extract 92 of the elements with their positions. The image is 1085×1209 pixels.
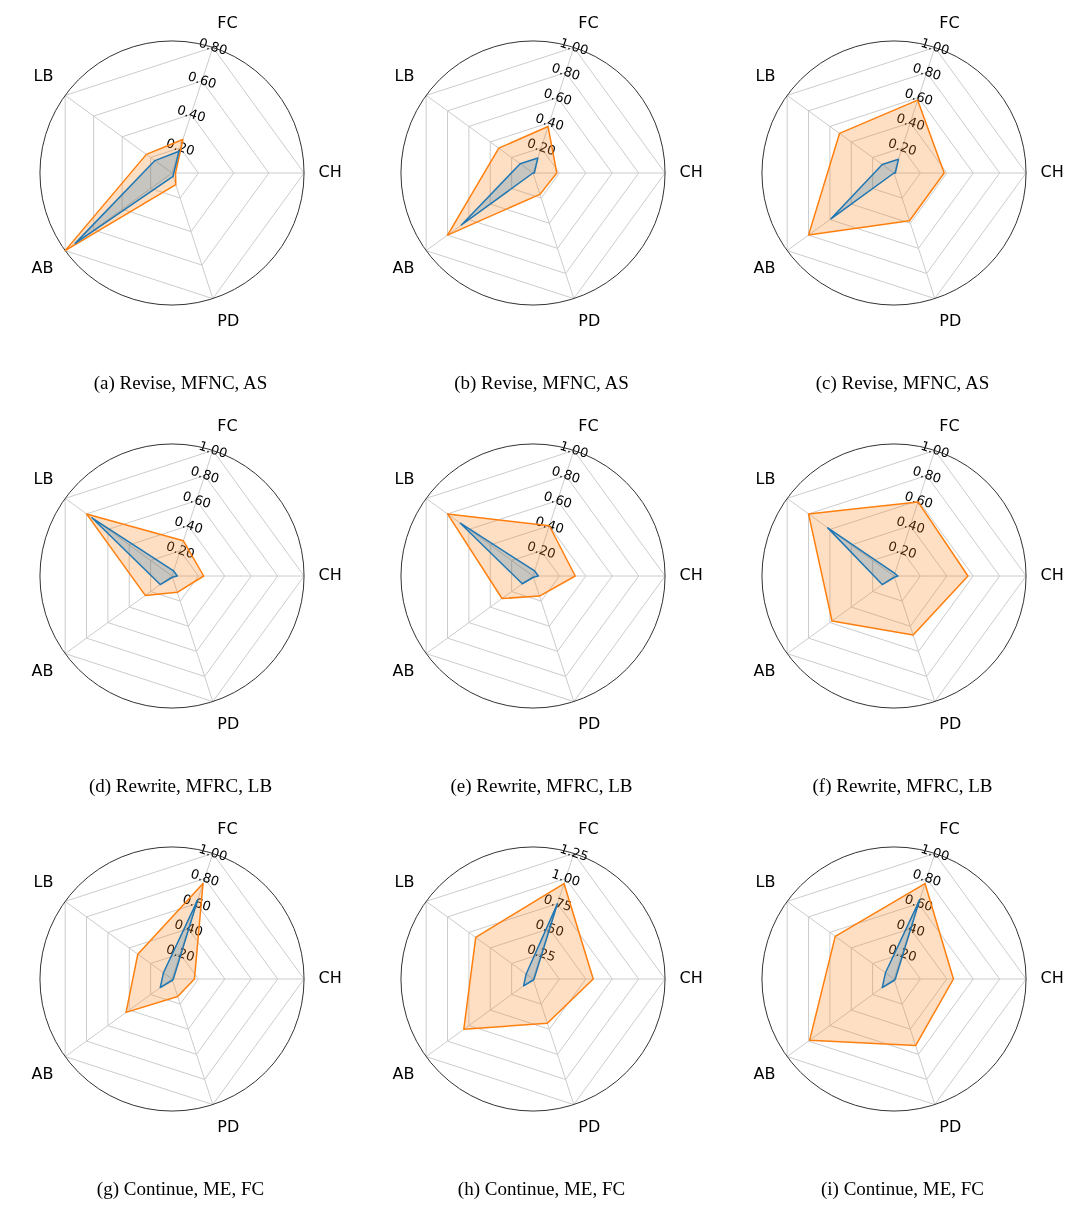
y-tick-label: 0.50 — [533, 916, 566, 940]
spoke-label: CH — [318, 162, 342, 182]
y-tick-label: 0.80 — [910, 59, 944, 84]
y-tick-label: 0.60 — [541, 84, 574, 109]
y-tick-label: 0.60 — [902, 84, 935, 109]
y-tick-label: 0.80 — [549, 59, 583, 84]
y-tick-label: 0.80 — [188, 865, 222, 890]
spoke-label: AB — [31, 660, 54, 680]
spoke-label: CH — [679, 968, 703, 988]
y-tick-label: 0.40 — [172, 513, 205, 537]
y-tick-label: 0.80 — [549, 462, 583, 487]
spoke-label: PD — [578, 311, 601, 331]
y-tick-label: 0.20 — [886, 135, 919, 159]
y-tick-label: 1.00 — [919, 840, 952, 864]
y-tick-label: 0.80 — [910, 865, 944, 890]
y-tick-label: 0.80 — [188, 462, 222, 487]
spoke-label: LB — [33, 872, 54, 892]
y-tick-label: 0.60 — [186, 68, 219, 92]
y-tick-label: 1.00 — [197, 840, 230, 864]
y-tick-label: 0.20 — [886, 538, 919, 562]
spoke-label: PD — [217, 311, 240, 331]
spoke-label: FC — [217, 416, 238, 436]
spoke-label: PD — [217, 714, 240, 734]
spoke-label: FC — [217, 819, 238, 839]
text: (g) Continue, ME, FC — [96, 1177, 265, 1200]
text: (f) Rewrite, MFRC, LB — [812, 774, 993, 797]
spoke-label: LB — [33, 66, 54, 86]
spoke-label: CH — [679, 565, 703, 585]
spoke-label: FC — [939, 13, 960, 33]
spoke-label: PD — [939, 1117, 962, 1137]
spoke-label: AB — [392, 660, 415, 680]
y-tick-label: 0.40 — [894, 110, 927, 134]
spoke-label: PD — [939, 714, 962, 734]
spoke-label: AB — [753, 660, 776, 680]
spoke-label: CH — [318, 565, 342, 585]
spoke-label: FC — [578, 416, 599, 436]
spoke-label: AB — [753, 257, 776, 277]
spoke-label: FC — [939, 819, 960, 839]
spoke-label: PD — [578, 714, 601, 734]
spoke-label: FC — [578, 819, 599, 839]
y-tick-label: 1.00 — [549, 865, 583, 890]
spoke-label: CH — [318, 968, 342, 988]
spoke-label: LB — [755, 872, 776, 892]
spoke-label: PD — [939, 311, 962, 331]
y-tick-label: 1.00 — [558, 34, 591, 58]
text: (i) Continue, ME, FC — [820, 1177, 985, 1200]
y-tick-label: 0.75 — [541, 890, 574, 915]
y-tick-label: 0.60 — [180, 487, 213, 512]
text: (d) Rewrite, MFRC, LB — [88, 774, 273, 797]
y-tick-label: 0.80 — [910, 462, 944, 487]
spoke-label: AB — [392, 1063, 415, 1083]
text: (c) Revise, MFNC, AS — [815, 371, 990, 394]
y-tick-label: 0.20 — [886, 941, 919, 965]
spoke-label: LB — [755, 469, 776, 489]
spoke-label: FC — [939, 416, 960, 436]
y-tick-label: 0.20 — [164, 538, 197, 562]
spoke-label: PD — [217, 1117, 240, 1137]
spoke-label: CH — [1040, 565, 1064, 585]
y-tick-label: 0.80 — [197, 34, 230, 58]
text: (b) Revise, MFNC, AS — [454, 371, 629, 394]
spoke-label: CH — [1040, 162, 1064, 182]
y-tick-label: 0.25 — [525, 941, 558, 965]
y-tick-label: 1.00 — [919, 34, 952, 58]
y-tick-label: 1.00 — [197, 437, 230, 461]
spoke-label: LB — [33, 469, 54, 489]
spoke-label: PD — [578, 1117, 601, 1137]
spoke-label: CH — [679, 162, 703, 182]
y-tick-label: 0.20 — [164, 941, 197, 965]
y-tick-label: 1.25 — [558, 840, 591, 864]
spoke-label: AB — [392, 257, 415, 277]
spoke-label: FC — [578, 13, 599, 33]
spoke-label: LB — [394, 469, 415, 489]
text: (a) Revise, MFNC, AS — [93, 371, 268, 394]
spoke-label: FC — [217, 13, 238, 33]
spoke-label: AB — [753, 1063, 776, 1083]
y-tick-label: 0.40 — [894, 513, 927, 537]
y-tick-label: 0.20 — [525, 135, 558, 159]
y-tick-label: 0.60 — [902, 487, 935, 512]
spoke-label: AB — [31, 1063, 54, 1083]
y-tick-label: 0.40 — [533, 110, 566, 134]
text: (e) Rewrite, MFRC, LB — [450, 774, 633, 797]
y-tick-label: 0.20 — [525, 538, 558, 562]
spoke-label: CH — [1040, 968, 1064, 988]
text: (h) Continue, ME, FC — [457, 1177, 626, 1200]
y-tick-label: 0.60 — [541, 487, 574, 512]
spoke-label: AB — [31, 257, 54, 277]
spoke-label: LB — [394, 66, 415, 86]
y-tick-label: 0.40 — [175, 101, 208, 125]
spoke-label: LB — [755, 66, 776, 86]
y-tick-label: 1.00 — [558, 437, 591, 461]
spoke-label: LB — [394, 872, 415, 892]
y-tick-label: 1.00 — [919, 437, 952, 461]
